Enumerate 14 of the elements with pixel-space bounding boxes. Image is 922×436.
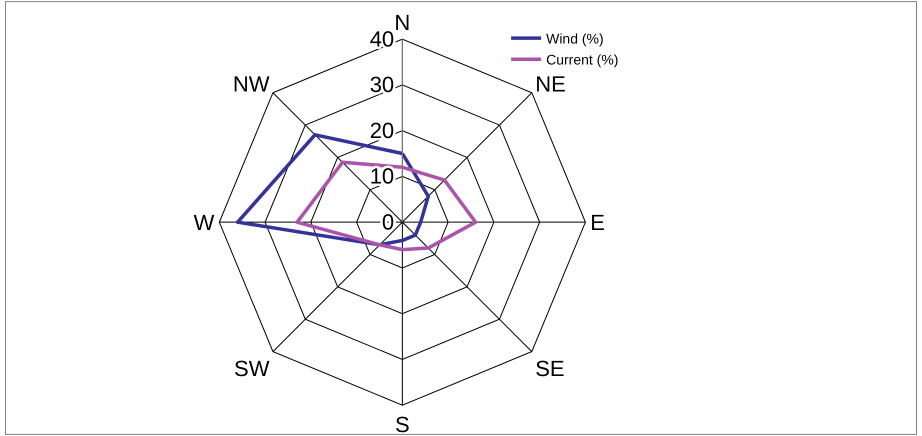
spoke-label: S: [395, 412, 410, 436]
spoke-label: E: [590, 210, 605, 235]
legend-label: Current (%): [546, 52, 618, 68]
spoke-label: N: [394, 10, 410, 35]
spoke-label: SE: [535, 356, 565, 382]
y-tick-label: 10: [370, 164, 394, 189]
spoke-label: NE: [535, 72, 566, 97]
spoke-label: W: [194, 210, 215, 235]
y-tick-label: 30: [370, 72, 394, 98]
legend-label: Wind (%): [546, 30, 604, 47]
spoke-label: SW: [234, 356, 270, 382]
y-tick-label: 20: [370, 118, 394, 143]
spoke-label: NW: [232, 72, 270, 97]
y-tick-label: 40: [370, 26, 394, 52]
